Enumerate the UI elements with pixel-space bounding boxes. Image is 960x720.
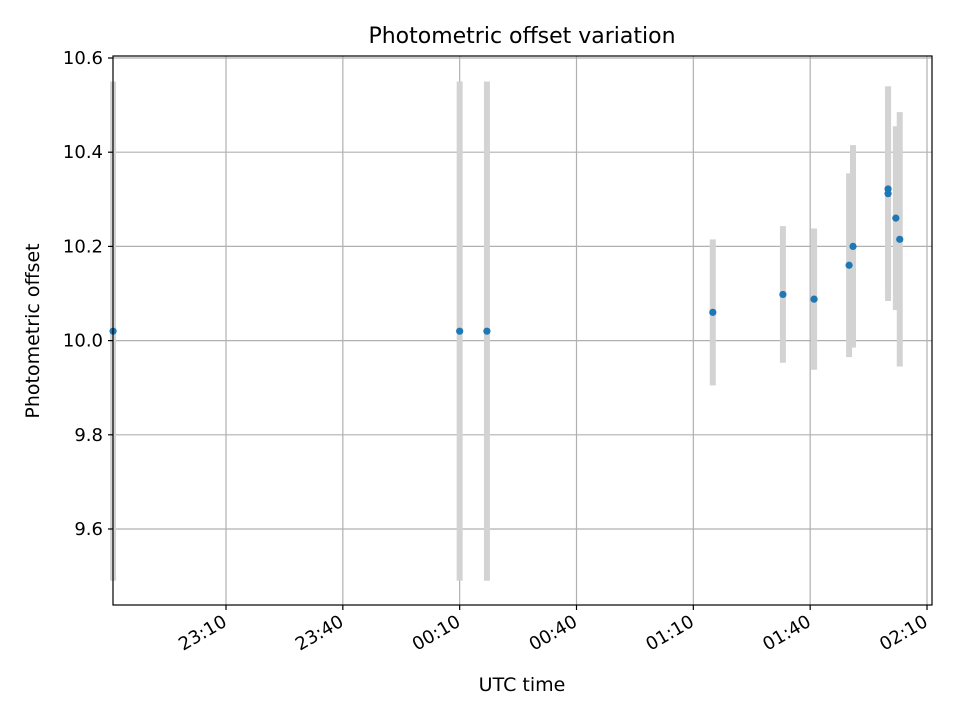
chart-title: Photometric offset variation: [368, 24, 675, 49]
data-point: [884, 185, 892, 193]
y-tick-label: 10.2: [63, 236, 103, 257]
y-tick-label: 9.6: [74, 519, 103, 540]
y-tick-label: 10.6: [63, 48, 103, 69]
data-points: [109, 185, 904, 335]
y-tick-label: 10.4: [63, 142, 103, 163]
y-axis-label: Photometric offset: [22, 243, 44, 418]
data-point: [892, 214, 900, 222]
data-point: [849, 242, 857, 250]
data-point: [779, 290, 787, 299]
data-point: [845, 261, 853, 269]
plot-frame: [112, 55, 933, 606]
y-tick-label: 10.0: [63, 331, 103, 352]
data-point: [896, 235, 904, 243]
data-point: [456, 327, 464, 335]
data-point: [709, 308, 717, 316]
data-point: [483, 327, 491, 335]
y-axis-ticks: 9.6 9.8 10.0 10.2 10.4 10.6: [63, 48, 113, 540]
y-tick-label: 9.8: [74, 425, 103, 446]
data-point: [810, 295, 818, 303]
x-axis-label: UTC time: [479, 674, 566, 696]
